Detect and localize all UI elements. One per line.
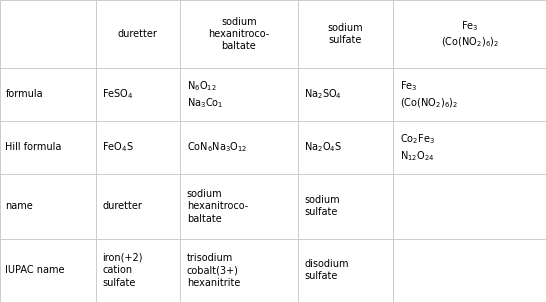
Text: FeO$_4$S: FeO$_4$S [102,140,134,154]
Text: IUPAC name: IUPAC name [5,265,65,275]
Text: sodium
sulfate: sodium sulfate [328,23,363,45]
Text: sodium
sulfate: sodium sulfate [304,195,340,217]
Text: duretter: duretter [102,201,142,211]
Text: FeSO$_4$: FeSO$_4$ [102,88,134,101]
Text: Hill formula: Hill formula [5,142,62,152]
Text: sodium
hexanitroco-
baltate: sodium hexanitroco- baltate [208,17,270,51]
Text: Fe$_3$
(Co(NO$_2$)$_6$)$_2$: Fe$_3$ (Co(NO$_2$)$_6$)$_2$ [400,79,458,110]
Text: sodium
hexanitroco-
baltate: sodium hexanitroco- baltate [187,189,248,223]
Text: duretter: duretter [118,29,158,39]
Text: N$_6$O$_{12}$
Na$_3$Co$_1$: N$_6$O$_{12}$ Na$_3$Co$_1$ [187,79,223,110]
Text: Na$_2$SO$_4$: Na$_2$SO$_4$ [304,88,342,101]
Text: name: name [5,201,33,211]
Text: trisodium
cobalt(3+)
hexanitrite: trisodium cobalt(3+) hexanitrite [187,253,240,288]
Text: Na$_2$O$_4$S: Na$_2$O$_4$S [304,140,342,154]
Text: CoN$_6$Na$_3$O$_{12}$: CoN$_6$Na$_3$O$_{12}$ [187,140,247,154]
Text: Co$_2$Fe$_3$
N$_{12}$O$_{24}$: Co$_2$Fe$_3$ N$_{12}$O$_{24}$ [400,132,435,162]
Text: formula: formula [5,89,43,99]
Text: iron(+2)
cation
sulfate: iron(+2) cation sulfate [102,253,143,288]
Text: disodium
sulfate: disodium sulfate [304,259,349,281]
Text: Fe$_3$
(Co(NO$_2$)$_6$)$_2$: Fe$_3$ (Co(NO$_2$)$_6$)$_2$ [441,19,498,49]
